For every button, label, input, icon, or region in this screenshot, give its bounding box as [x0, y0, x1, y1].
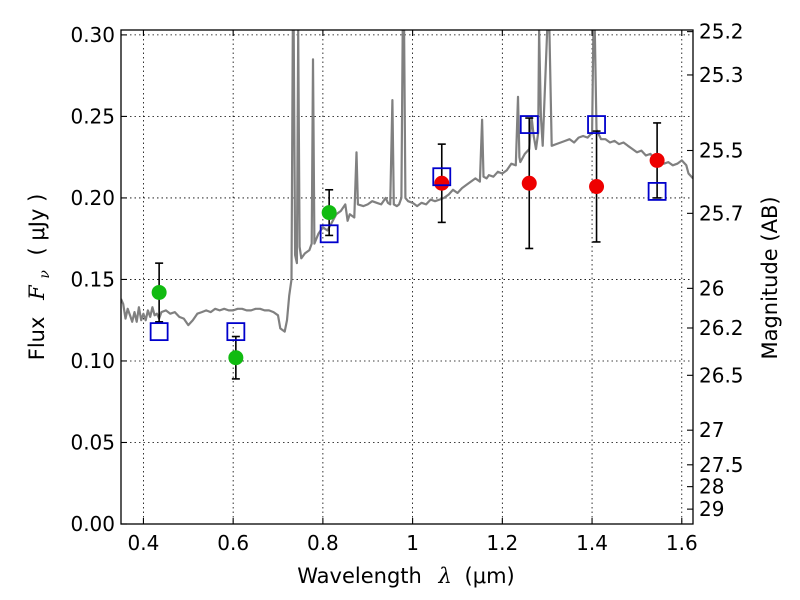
magnitude-tick-label: 25.7 — [699, 201, 744, 225]
y-tick-label: 0.25 — [70, 104, 115, 128]
y-axis-label-unit: ( μJy ) — [25, 194, 49, 256]
model-point — [647, 182, 667, 201]
y-axis-label-symbol: F — [25, 284, 49, 301]
data-point — [321, 205, 337, 221]
points-layer — [149, 115, 667, 380]
model-point — [432, 167, 452, 187]
y2-axis-label: Magnitude (AB) — [758, 196, 782, 359]
x-tick-label: 0.4 — [128, 531, 160, 555]
data-point — [589, 179, 605, 195]
x-tick-label: 1.4 — [576, 531, 608, 555]
magnitude-tick-label: 26.2 — [699, 316, 744, 340]
data-point — [521, 175, 537, 191]
axis-ticks: 0.4 0.6 0.8 1 1.2 1.4 1.6 0.00 0.05 0.10 0.15 0.20 0… — [70, 20, 743, 555]
model-point — [587, 115, 606, 134]
model-point — [149, 322, 169, 342]
model-point — [519, 115, 539, 134]
data-point — [649, 152, 665, 168]
x-tick-label: 0.6 — [217, 531, 249, 555]
y-tick-label: 0.20 — [70, 186, 115, 210]
model-point — [226, 322, 246, 342]
data-point — [434, 175, 450, 191]
magnitude-tick-label: 27.5 — [699, 453, 744, 477]
plot-frame — [120, 29, 694, 525]
y-tick-label: 0.15 — [70, 267, 115, 291]
x-axis-label: Wavelength λ (μm) — [297, 564, 514, 588]
x-axis-label-symbol: λ — [438, 564, 452, 588]
y-tick-label: 0.00 — [70, 512, 115, 536]
x-tick-label: 1 — [406, 531, 419, 555]
magnitude-tick-label: 25.2 — [699, 20, 744, 44]
data-point — [151, 284, 167, 300]
magnitude-tick-label: 28 — [699, 475, 724, 499]
y-axis-label: Flux F ν ( μJy ) — [25, 194, 54, 361]
y-axis-label-text: Flux — [25, 317, 49, 361]
magnitude-tick-label: 25.5 — [699, 139, 744, 163]
y-tick-label: 0.05 — [70, 430, 115, 454]
data-point — [228, 350, 244, 366]
x-axis-label-text: Wavelength — [297, 564, 422, 588]
magnitude-tick-label: 26.5 — [699, 363, 744, 387]
x-axis-label-unit: (μm) — [465, 564, 515, 588]
magnitude-tick-label: 27 — [699, 418, 724, 442]
magnitude-tick-label: 29 — [699, 497, 724, 521]
spectrum-line — [121, 30, 693, 333]
x-tick-label: 0.8 — [307, 531, 339, 555]
x-tick-label: 1.2 — [486, 531, 518, 555]
y-tick-label: 0.10 — [70, 349, 115, 373]
y-tick-label: 0.30 — [70, 23, 115, 47]
magnitude-tick-label: 26 — [699, 276, 724, 300]
y-axis-label-subscript: ν — [37, 270, 53, 279]
spectrum-layer — [121, 30, 693, 333]
magnitude-tick-label: 25.3 — [699, 63, 744, 87]
x-tick-label: 1.6 — [666, 531, 698, 555]
model-point — [319, 224, 339, 244]
